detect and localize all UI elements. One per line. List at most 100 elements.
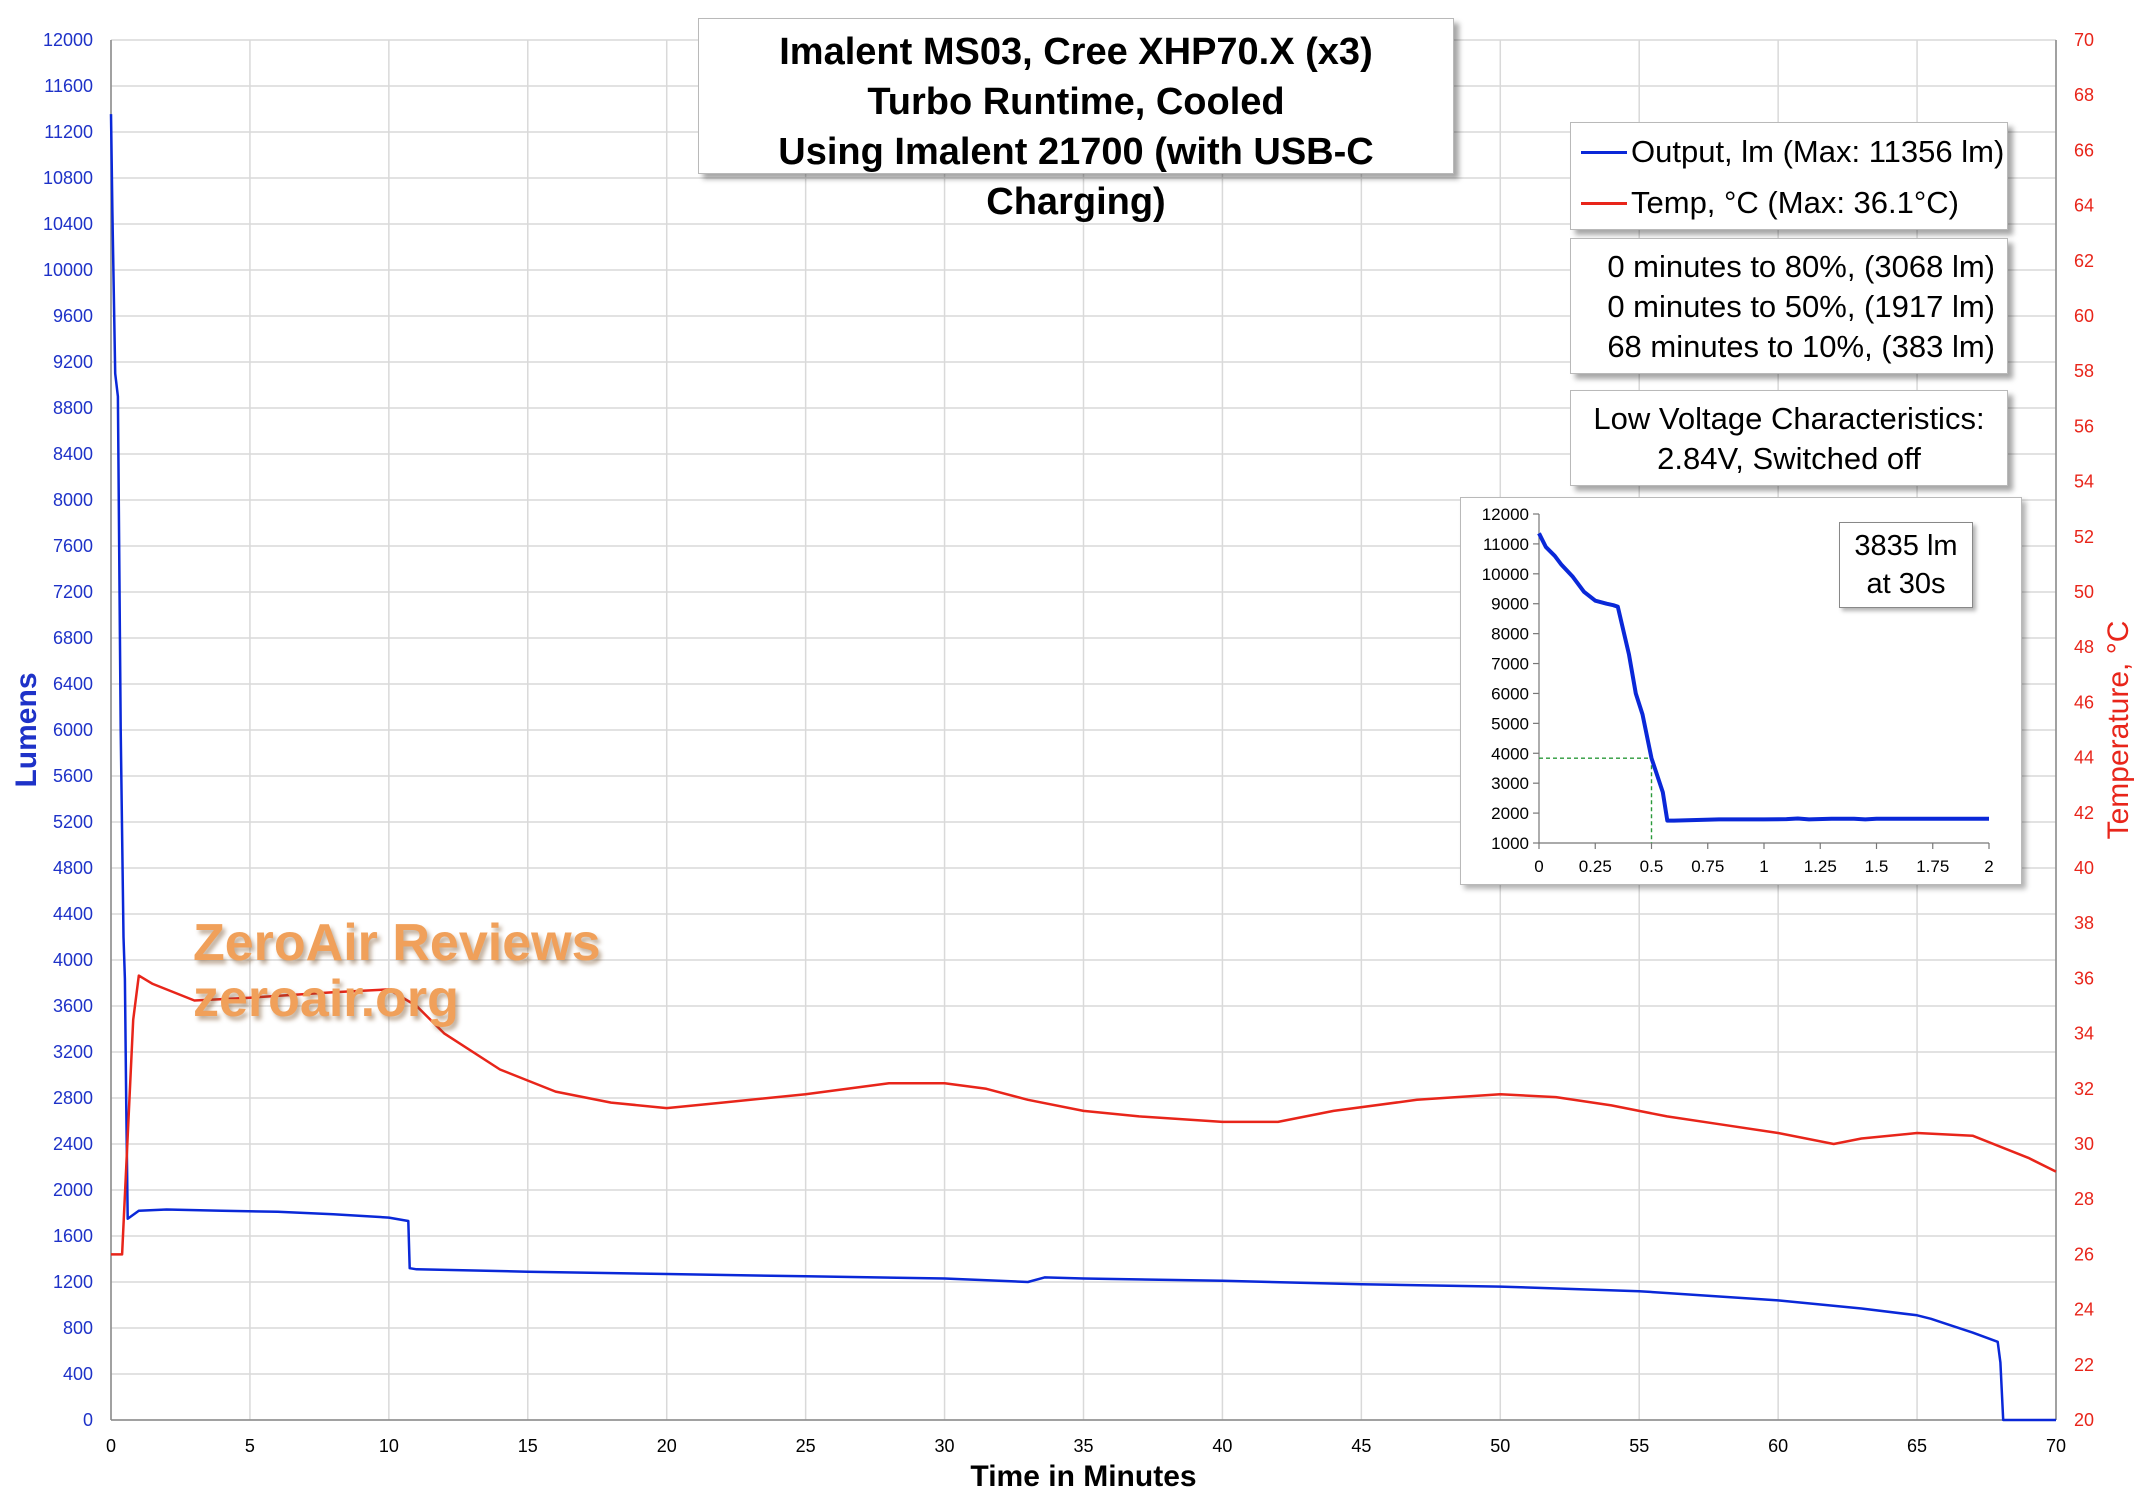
x-tick-label-9: 45 — [1351, 1436, 1371, 1456]
y2-axis-title: Temperature, °C — [2102, 621, 2135, 840]
inset-series-line-0 — [1537, 532, 1989, 823]
inset-chart: 1000 2000 3000 4000 5000 6000 7000 8000 9000 1000… — [1460, 497, 2022, 885]
inset-plot: 1000 2000 3000 4000 5000 6000 7000 8000 9000 1000… — [1482, 505, 1994, 876]
y-tick-label-4: 1600 — [53, 1226, 93, 1246]
y2-tick-label-17: 54 — [2074, 472, 2094, 492]
y2-tick-label-6: 32 — [2074, 1079, 2094, 1099]
inset-x-tick-label-4: 1 — [1759, 857, 1768, 876]
y2-tick-label-7: 34 — [2074, 1024, 2094, 1044]
y-tick-label-10: 4000 — [53, 950, 93, 970]
x-tick-label-5: 25 — [796, 1436, 816, 1456]
y-tick-label-28: 11200 — [44, 122, 93, 142]
y2-tick-label-18: 56 — [2074, 416, 2094, 436]
x-tick-label-4: 20 — [657, 1436, 677, 1456]
series-line-output — [109, 114, 2056, 1422]
legend-label-temp: Temp, °C (Max: 36.1°C) — [1631, 185, 1959, 220]
y2-tick-label-1: 22 — [2074, 1355, 2094, 1375]
y-tick-label-23: 9200 — [53, 352, 93, 372]
inset-y-tick-label-10: 11000 — [1483, 535, 1529, 554]
y-tick-label-2: 800 — [63, 1318, 93, 1338]
watermark-line-1: ZeroAir Reviews — [193, 914, 601, 972]
inset-x-tick-label-2: 0.5 — [1640, 857, 1664, 876]
y-tick-label-5: 2000 — [53, 1180, 93, 1200]
legend: Output, lm (Max: 11356 lm) Temp, °C (Max… — [1570, 122, 2008, 230]
y2-tick-label-14: 48 — [2074, 637, 2094, 657]
y2-tick-label-5: 30 — [2074, 1134, 2094, 1154]
stat-10-percent: 68 minutes to 10%, (383 lm) — [1607, 329, 1995, 364]
inset-y-tick-label-8: 9000 — [1491, 595, 1529, 614]
y2-tick-label-21: 62 — [2074, 251, 2094, 271]
y2-tick-label-13: 46 — [2074, 692, 2094, 712]
legend-item-output: Output, lm (Max: 11356 lm) — [1571, 132, 2007, 172]
inset-annotation-line-2: at 30s — [1866, 568, 1946, 600]
inset-y-tick-label-2: 3000 — [1491, 774, 1529, 793]
inset-y-tick-label-4: 5000 — [1491, 714, 1529, 733]
inset-y-tick-label-6: 7000 — [1491, 655, 1529, 674]
runtime-stats-box: 0 minutes to 80%, (3068 lm) 0 minutes to… — [1570, 238, 2008, 374]
inset-x-tick-label-6: 1.5 — [1865, 857, 1889, 876]
y2-tick-label-19: 58 — [2074, 361, 2094, 381]
y2-tick-label-11: 42 — [2074, 803, 2094, 823]
x-tick-label-11: 55 — [1629, 1436, 1649, 1456]
x-tick-label-10: 50 — [1490, 1436, 1510, 1456]
low-voltage-heading: Low Voltage Characteristics: — [1593, 401, 1985, 436]
inset-x-tick-label-5: 1.25 — [1804, 857, 1837, 876]
y-tick-label-17: 6800 — [53, 628, 93, 648]
y-tick-label-16: 6400 — [53, 674, 93, 694]
x-tick-label-8: 40 — [1212, 1436, 1232, 1456]
x-axis-title: Time in Minutes — [970, 1460, 1196, 1493]
x-tick-label-13: 65 — [1907, 1436, 1927, 1456]
chart-title-box: Imalent MS03, Cree XHP70.X (x3) Turbo Ru… — [698, 18, 1454, 223]
x-tick-label-6: 30 — [935, 1436, 955, 1456]
chart-title-line-2: Turbo Runtime, Cooled — [867, 81, 1285, 123]
y-tick-label-24: 9600 — [53, 306, 93, 326]
inset-y-tick-label-9: 10000 — [1482, 565, 1529, 584]
y-tick-label-14: 5600 — [53, 766, 93, 786]
y-tick-label-0: 0 — [83, 1410, 93, 1430]
watermark-line-2: zeroair.org — [193, 970, 459, 1028]
series-line-temp — [111, 974, 2057, 1256]
y2-tick-label-20: 60 — [2074, 306, 2094, 326]
legend-swatch-output — [1581, 151, 1627, 154]
inset-y-tick-label-5: 6000 — [1491, 684, 1529, 703]
x-tick-label-0: 0 — [106, 1436, 116, 1456]
y-tick-label-11: 4400 — [53, 904, 93, 924]
chart-title-line-1: Imalent MS03, Cree XHP70.X (x3) — [779, 31, 1373, 73]
y-tick-label-6: 2400 — [53, 1134, 93, 1154]
y-tick-label-25: 10000 — [43, 260, 93, 280]
y-tick-label-12: 4800 — [53, 858, 93, 878]
y-tick-label-9: 3600 — [53, 996, 93, 1016]
legend-item-temp: Temp, °C (Max: 36.1°C) — [1571, 183, 2007, 223]
y2-tick-label-10: 40 — [2074, 858, 2094, 878]
y2-tick-label-22: 64 — [2074, 196, 2094, 216]
stat-50-percent: 0 minutes to 50%, (1917 lm) — [1607, 289, 1995, 324]
y-tick-label-8: 3200 — [53, 1042, 93, 1062]
x-tick-label-3: 15 — [518, 1436, 538, 1456]
y-tick-label-15: 6000 — [53, 720, 93, 740]
chart-title-line-3: Using Imalent 21700 (with USB-C Charging… — [778, 131, 1374, 223]
inset-x-tick-label-1: 0.25 — [1579, 857, 1612, 876]
y-axis-title: Lumens — [10, 672, 43, 787]
y-tick-label-3: 1200 — [53, 1272, 93, 1292]
inset-x-tick-label-8: 2 — [1984, 857, 1993, 876]
y2-tick-label-23: 66 — [2074, 140, 2094, 160]
inset-x-tick-label-7: 1.75 — [1916, 857, 1949, 876]
inset-y-tick-label-1: 2000 — [1491, 804, 1529, 823]
x-tick-label-14: 70 — [2046, 1436, 2066, 1456]
y2-tick-label-3: 26 — [2074, 1244, 2094, 1264]
y2-tick-label-24: 68 — [2074, 85, 2094, 105]
y-tick-label-26: 10400 — [43, 214, 93, 234]
inset-y-tick-label-3: 4000 — [1491, 744, 1529, 763]
inset-y-tick-label-0: 1000 — [1491, 834, 1529, 853]
x-tick-label-12: 60 — [1768, 1436, 1788, 1456]
y-tick-label-18: 7200 — [53, 582, 93, 602]
y-tick-label-7: 2800 — [53, 1088, 93, 1108]
low-voltage-box: Low Voltage Characteristics: 2.84V, Swit… — [1570, 390, 2008, 486]
y-tick-label-1: 400 — [63, 1364, 93, 1384]
y-tick-label-20: 8000 — [53, 490, 93, 510]
y2-tick-label-25: 70 — [2074, 30, 2094, 50]
x-tick-label-7: 35 — [1073, 1436, 1093, 1456]
inset-y-tick-label-11: 12000 — [1482, 505, 1529, 524]
y-tick-label-29: 11600 — [44, 76, 93, 96]
